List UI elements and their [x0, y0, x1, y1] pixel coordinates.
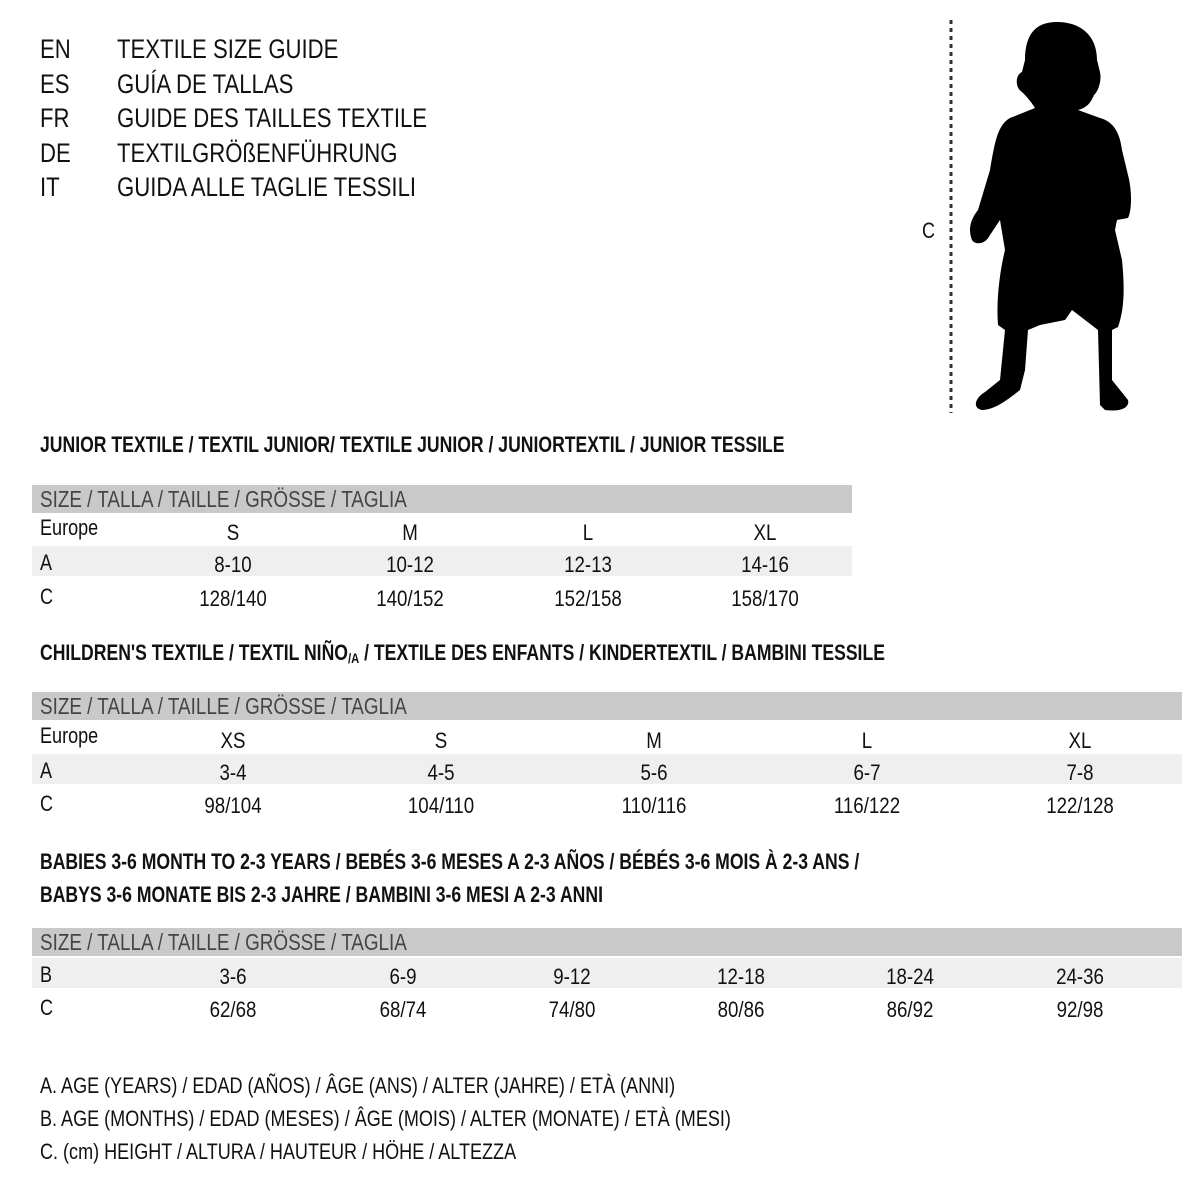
size-header-label: SIZE / TALLA / TAILLE / GRÖSSE / TAGLIA — [40, 929, 407, 955]
language-title: TEXTILE SIZE GUIDE — [117, 34, 339, 64]
legend-line: C. (cm) HEIGHT / ALTURA / HAUTEUR / HÖHE… — [40, 1139, 517, 1164]
table-cell: 10-12 — [386, 552, 434, 577]
child-silhouette-icon — [970, 22, 1131, 411]
table-cell: 122/128 — [1046, 793, 1114, 818]
table-cell: L — [861, 728, 873, 753]
section-heading: JUNIOR TEXTILE / TEXTIL JUNIOR/ TEXTILE … — [40, 432, 785, 457]
row-label: C — [40, 995, 54, 1020]
table-cell: 12-18 — [717, 964, 765, 989]
table-cell: 14-16 — [741, 552, 789, 577]
table-cell: 3-4 — [219, 760, 247, 785]
table-cell: 86/92 — [886, 997, 934, 1022]
language-code: EN — [40, 34, 71, 64]
table-cell: 3-6 — [219, 964, 247, 989]
table-cell: 18-24 — [886, 964, 934, 989]
language-code: ES — [40, 68, 70, 99]
table-row-shade — [32, 958, 1182, 988]
size-header-band — [32, 692, 1182, 720]
size-header-label: SIZE / TALLA / TAILLE / GRÖSSE / TAGLIA — [40, 486, 407, 512]
table-cell: 9-12 — [553, 964, 591, 989]
table-cell: 98/104 — [204, 793, 262, 818]
language-title: GUIDA ALLE TAGLIE TESSILI — [117, 172, 417, 202]
table-cell: 104/110 — [407, 793, 475, 818]
table-cell: 7-8 — [1066, 760, 1094, 785]
section-heading: BABYS 3-6 MONATE BIS 2-3 JAHRE / BAMBINI… — [40, 882, 603, 907]
table-cell: 68/74 — [379, 997, 427, 1022]
table-cell: S — [226, 520, 240, 545]
height-label: C — [922, 218, 936, 243]
table-cell: 6-7 — [853, 760, 881, 785]
heading-part: CHILDREN'S TEXTILE / TEXTIL NIÑO — [40, 640, 348, 665]
table-cell: 12-13 — [564, 552, 612, 577]
language-title: GUÍA DE TALLAS — [117, 68, 294, 99]
row-label: C — [40, 791, 54, 816]
table-cell: 62/68 — [209, 997, 257, 1022]
language-code: FR — [40, 103, 70, 133]
table-cell: 6-9 — [389, 964, 417, 989]
row-label: B — [40, 962, 53, 987]
size-header-band — [32, 928, 1182, 956]
heading-subscript: /A — [347, 650, 360, 666]
section-heading: BABIES 3-6 MONTH TO 2-3 YEARS / BEBÉS 3-… — [40, 849, 860, 874]
row-label: C — [40, 584, 54, 609]
table-cell: 4-5 — [427, 760, 455, 785]
table-cell: XL — [1068, 728, 1092, 753]
table-cell: XS — [220, 728, 246, 753]
row-label: A — [40, 550, 53, 575]
table-cell: 24-36 — [1056, 964, 1104, 989]
table-cell: L — [582, 520, 594, 545]
table-row-shade — [32, 754, 1182, 784]
table-cell: S — [434, 728, 448, 753]
table-cell: 8-10 — [214, 552, 252, 577]
language-code: DE — [40, 137, 71, 168]
language-title: GUIDE DES TAILLES TEXTILE — [117, 103, 428, 133]
row-label: A — [40, 758, 53, 783]
table-cell: 92/98 — [1056, 997, 1104, 1022]
table-cell: 74/80 — [548, 997, 596, 1022]
table-cell: 110/116 — [621, 793, 687, 818]
section-heading: CHILDREN'S TEXTILE / TEXTIL NIÑO/A / TEX… — [40, 640, 885, 666]
table-cell: XL — [753, 520, 777, 545]
child-silhouette-figure — [949, 20, 1131, 413]
table-cell: 140/152 — [376, 586, 444, 611]
heading-part: / TEXTILE DES ENFANTS / KINDERTEXTIL / B… — [359, 640, 885, 665]
language-code: IT — [40, 172, 60, 202]
table-cell: 128/140 — [199, 586, 267, 611]
language-title: TEXTILGRÖßENFÜHRUNG — [117, 137, 398, 168]
table-cell: 116/122 — [833, 793, 901, 818]
row-label: Europe — [40, 515, 99, 540]
table-row-shade — [32, 546, 852, 576]
table-cell: 158/170 — [731, 586, 799, 611]
size-header-label: SIZE / TALLA / TAILLE / GRÖSSE / TAGLIA — [40, 693, 407, 719]
size-header-band — [32, 485, 852, 513]
table-cell: M — [402, 520, 418, 545]
table-cell: 5-6 — [640, 760, 668, 785]
table-cell: 152/158 — [554, 586, 622, 611]
table-cell: M — [646, 728, 662, 753]
legend-line: B. AGE (MONTHS) / EDAD (MESES) / ÂGE (MO… — [40, 1106, 731, 1131]
table-cell: 80/86 — [717, 997, 765, 1022]
legend-line: A. AGE (YEARS) / EDAD (AÑOS) / ÂGE (ANS)… — [40, 1073, 676, 1098]
row-label: Europe — [40, 723, 99, 748]
